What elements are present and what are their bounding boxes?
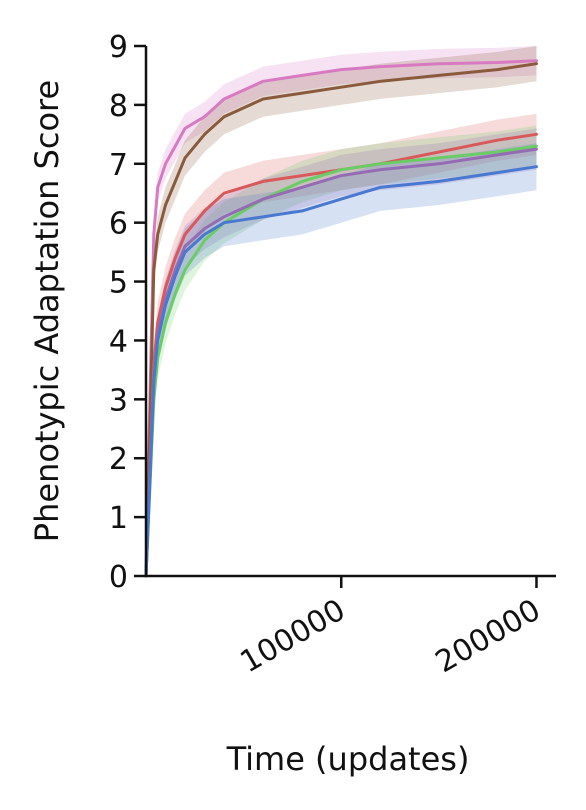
series-lines — [144, 59, 538, 578]
y-tick-label: 7 — [109, 148, 128, 183]
series-line-2 — [144, 62, 538, 578]
y-axis-title: Phenotypic Adaptation Score — [28, 80, 66, 542]
series-line-6 — [144, 165, 538, 578]
x-axis-title: Time (updates) — [226, 740, 470, 778]
y-tick-label: 8 — [109, 89, 128, 124]
y-axis-ticks: 0 1 2 3 4 5 6 7 8 9 — [109, 30, 146, 595]
x-axis-ticks: 100000 200000 — [235, 576, 547, 681]
series-line-1 — [144, 59, 538, 578]
y-tick-label: 2 — [109, 442, 128, 477]
y-tick-label: 4 — [109, 324, 128, 359]
y-tick-label: 6 — [109, 207, 128, 242]
x-tick-label: 200000 — [430, 593, 547, 681]
y-tick-label: 0 — [109, 560, 128, 595]
y-tick-label: 5 — [109, 266, 128, 301]
series-band-4 — [146, 125, 537, 576]
y-tick-label: 9 — [109, 30, 128, 65]
series-band-3 — [146, 113, 537, 576]
series-line-4 — [144, 144, 538, 578]
series-band-6 — [146, 143, 537, 576]
y-tick-label: 1 — [109, 501, 128, 536]
y-tick-label: 3 — [109, 383, 128, 418]
x-tick-label: 100000 — [235, 593, 352, 681]
confidence-bands — [146, 46, 537, 576]
